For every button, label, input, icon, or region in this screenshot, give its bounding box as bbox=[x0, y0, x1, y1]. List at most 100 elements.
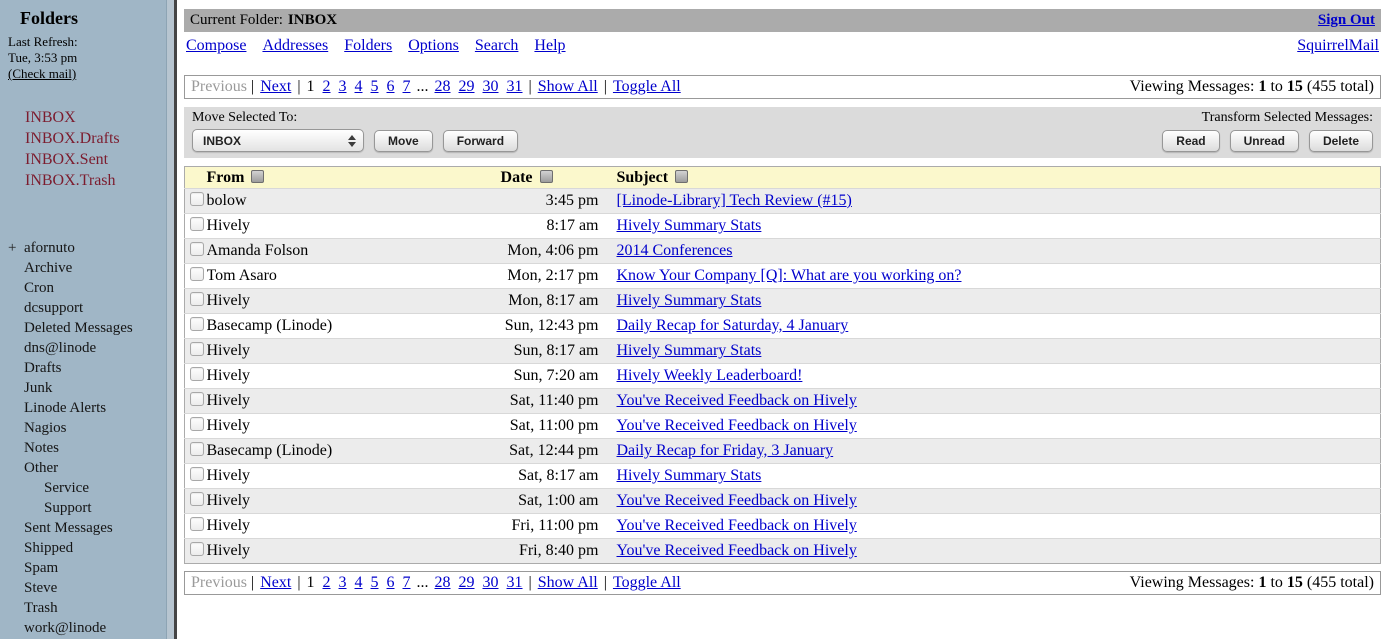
page-link[interactable]: 3 bbox=[338, 78, 347, 95]
page-link[interactable]: 6 bbox=[386, 78, 395, 95]
page-link[interactable]: 2 bbox=[322, 78, 331, 95]
message-checkbox[interactable] bbox=[190, 416, 204, 431]
show-all-link[interactable]: Show All bbox=[537, 574, 598, 591]
message-subject-link[interactable]: Hively Summary Stats bbox=[616, 292, 762, 309]
message-subject-link[interactable]: You've Received Feedback on Hively bbox=[616, 392, 857, 409]
folder-link[interactable]: Trash bbox=[24, 600, 58, 616]
squirrelmail-link[interactable]: SquirrelMail bbox=[1297, 37, 1379, 54]
expand-toggle[interactable]: + bbox=[8, 240, 17, 256]
nav-link-help[interactable]: Help bbox=[534, 37, 566, 54]
message-checkbox[interactable] bbox=[190, 341, 204, 356]
folder-link[interactable]: afornuto bbox=[24, 240, 75, 256]
message-checkbox[interactable] bbox=[190, 441, 204, 456]
folder-link[interactable]: work@linode bbox=[24, 620, 107, 636]
message-checkbox[interactable] bbox=[190, 491, 204, 506]
page-link[interactable]: 6 bbox=[386, 574, 395, 591]
move-button[interactable]: Move bbox=[374, 129, 433, 152]
page-link[interactable]: 29 bbox=[458, 78, 475, 95]
special-folder-link[interactable]: INBOX.Sent bbox=[25, 151, 109, 168]
folder-link[interactable]: Service bbox=[44, 480, 89, 496]
message-subject-link[interactable]: You've Received Feedback on Hively bbox=[616, 417, 857, 434]
page-link[interactable]: 30 bbox=[482, 78, 499, 95]
page-link[interactable]: 4 bbox=[354, 78, 363, 95]
message-subject-link[interactable]: Hively Weekly Leaderboard! bbox=[616, 367, 803, 384]
message-subject-link[interactable]: Know Your Company [Q]: What are you work… bbox=[616, 267, 962, 284]
page-link[interactable]: 5 bbox=[370, 574, 379, 591]
subject-sort-toggle[interactable] bbox=[675, 169, 689, 183]
page-link[interactable]: 31 bbox=[506, 574, 523, 591]
delete-button[interactable]: Delete bbox=[1308, 129, 1373, 152]
folder-link[interactable]: Cron bbox=[24, 280, 54, 296]
message-subject-link[interactable]: You've Received Feedback on Hively bbox=[616, 492, 857, 509]
message-subject-link[interactable]: Daily Recap for Friday, 3 January bbox=[616, 442, 834, 459]
folder-link[interactable]: Archive bbox=[24, 260, 73, 276]
message-checkbox[interactable] bbox=[190, 316, 204, 331]
folder-link[interactable]: dns@linode bbox=[24, 340, 97, 356]
message-checkbox[interactable] bbox=[190, 266, 204, 281]
message-checkbox[interactable] bbox=[190, 366, 204, 381]
from-sort-toggle[interactable] bbox=[251, 169, 265, 183]
next-link[interactable]: Next bbox=[260, 574, 292, 591]
nav-link-folders[interactable]: Folders bbox=[344, 37, 393, 54]
folder-link[interactable]: Support bbox=[44, 500, 92, 516]
page-link[interactable]: 31 bbox=[506, 78, 523, 95]
toggle-all-link[interactable]: Toggle All bbox=[612, 78, 681, 95]
folder-link[interactable]: Linode Alerts bbox=[24, 400, 107, 416]
message-checkbox[interactable] bbox=[190, 516, 204, 531]
folder-link[interactable]: Sent Messages bbox=[24, 520, 113, 536]
message-checkbox[interactable] bbox=[190, 241, 204, 256]
message-subject-link[interactable]: Hively Summary Stats bbox=[616, 342, 762, 359]
special-folder-link[interactable]: INBOX.Drafts bbox=[25, 130, 120, 147]
special-folder-link[interactable]: INBOX bbox=[25, 109, 76, 126]
folder-link[interactable]: Other bbox=[24, 460, 59, 476]
special-folder-link[interactable]: INBOX.Trash bbox=[25, 172, 116, 189]
folder-link[interactable]: Shipped bbox=[24, 540, 74, 556]
message-subject-link[interactable]: 2014 Conferences bbox=[616, 242, 733, 259]
message-subject-link[interactable]: Daily Recap for Saturday, 4 January bbox=[616, 317, 849, 334]
message-subject-link[interactable]: You've Received Feedback on Hively bbox=[616, 542, 857, 559]
folder-link[interactable]: dcsupport bbox=[24, 300, 84, 316]
page-link[interactable]: 30 bbox=[482, 574, 499, 591]
message-checkbox[interactable] bbox=[190, 216, 204, 231]
folder-link[interactable]: Junk bbox=[24, 380, 53, 396]
page-link[interactable]: 28 bbox=[434, 574, 451, 591]
message-checkbox[interactable] bbox=[190, 191, 204, 206]
forward-button[interactable]: Forward bbox=[442, 129, 519, 152]
page-link[interactable]: 28 bbox=[434, 78, 451, 95]
nav-link-addresses[interactable]: Addresses bbox=[262, 37, 329, 54]
nav-link-options[interactable]: Options bbox=[408, 37, 459, 54]
move-folder-select[interactable]: INBOX bbox=[192, 129, 364, 152]
folder-link[interactable]: Drafts bbox=[24, 360, 62, 376]
message-subject-link[interactable]: Hively Summary Stats bbox=[616, 467, 762, 484]
nav-link-compose[interactable]: Compose bbox=[186, 37, 247, 54]
message-checkbox[interactable] bbox=[190, 291, 204, 306]
message-checkbox[interactable] bbox=[190, 541, 204, 556]
page-link[interactable]: 29 bbox=[458, 574, 475, 591]
frame-divider-handle[interactable] bbox=[166, 0, 177, 639]
folder-link[interactable]: Notes bbox=[24, 440, 59, 456]
page-link[interactable]: 4 bbox=[354, 574, 363, 591]
toggle-all-link[interactable]: Toggle All bbox=[612, 574, 681, 591]
folder-link[interactable]: Steve bbox=[24, 580, 58, 596]
next-link[interactable]: Next bbox=[260, 78, 292, 95]
page-link[interactable]: 7 bbox=[402, 574, 411, 591]
folder-link[interactable]: Nagios bbox=[24, 420, 67, 436]
nav-link-search[interactable]: Search bbox=[474, 37, 519, 54]
unread-button[interactable]: Unread bbox=[1229, 129, 1299, 152]
page-link[interactable]: 7 bbox=[402, 78, 411, 95]
show-all-link[interactable]: Show All bbox=[537, 78, 598, 95]
folder-link[interactable]: Spam bbox=[24, 560, 59, 576]
page-link[interactable]: 2 bbox=[322, 574, 331, 591]
page-link[interactable]: 3 bbox=[338, 574, 347, 591]
sign-out-link[interactable]: Sign Out bbox=[1317, 12, 1375, 28]
message-subject-link[interactable]: Hively Summary Stats bbox=[616, 217, 762, 234]
read-button[interactable]: Read bbox=[1162, 129, 1220, 152]
date-sort-toggle[interactable] bbox=[539, 169, 553, 183]
page-link[interactable]: 5 bbox=[370, 78, 379, 95]
folder-link[interactable]: Deleted Messages bbox=[24, 320, 133, 336]
message-checkbox[interactable] bbox=[190, 466, 204, 481]
message-checkbox[interactable] bbox=[190, 391, 204, 406]
message-subject-link[interactable]: [Linode-Library] Tech Review (#15) bbox=[616, 192, 852, 209]
check-mail-link[interactable]: (Check mail) bbox=[8, 66, 77, 81]
message-subject-link[interactable]: You've Received Feedback on Hively bbox=[616, 517, 857, 534]
